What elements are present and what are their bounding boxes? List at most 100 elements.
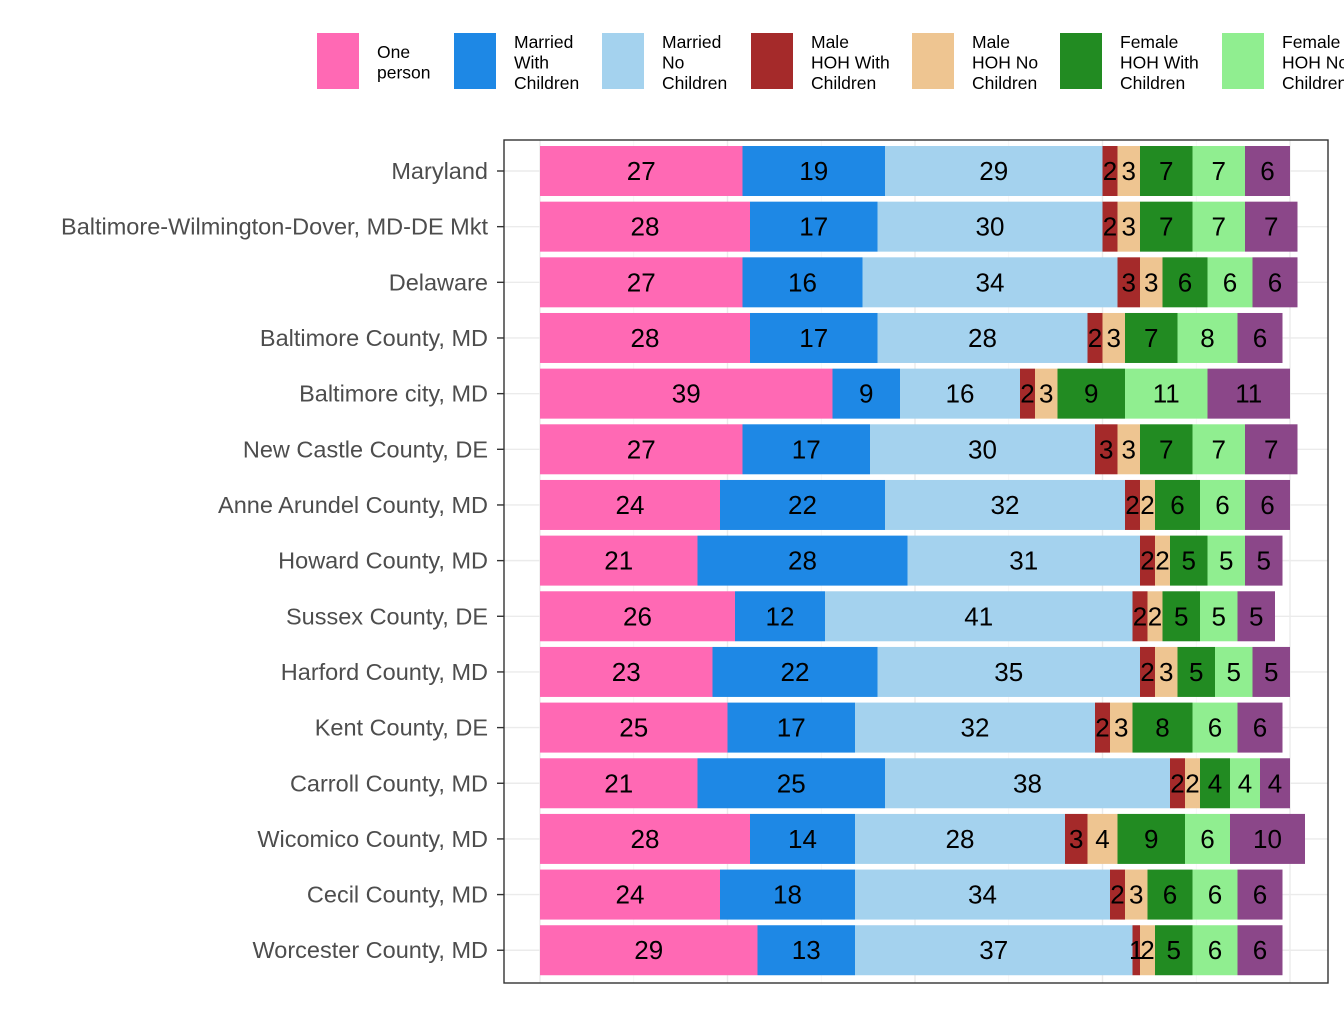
data-label: 6 bbox=[1223, 267, 1237, 297]
bar-segment-2-cecil-county-md bbox=[720, 869, 855, 920]
legend-label-3: Married bbox=[662, 32, 721, 52]
data-label: 2 bbox=[1140, 935, 1154, 965]
y-tick-label-harford-county-md: Harford County, MD bbox=[281, 659, 488, 685]
bar-segment-6-delaware bbox=[1162, 257, 1208, 308]
bar-segment-1-sussex-county-de bbox=[540, 591, 735, 642]
bar-segment-2-baltimore-wilmington-dover-md-de-mkt bbox=[750, 201, 878, 252]
bar-segment-4-kent-county-de bbox=[1095, 702, 1110, 753]
bar-segment-7-baltimore-city-md bbox=[1125, 368, 1208, 419]
bar-segment-8-worcester-county-md bbox=[1237, 925, 1283, 976]
data-label: 6 bbox=[1215, 490, 1229, 520]
bar-segment-6-sussex-county-de bbox=[1162, 591, 1200, 642]
legend-label-3: No bbox=[662, 53, 684, 73]
data-label: 21 bbox=[604, 768, 633, 798]
bar-segment-4-sussex-county-de bbox=[1132, 591, 1148, 642]
y-tick-label-worcester-county-md: Worcester County, MD bbox=[253, 937, 489, 963]
data-label: 38 bbox=[1013, 768, 1042, 798]
legend-label-1: person bbox=[377, 63, 431, 83]
data-label: 2 bbox=[1170, 768, 1184, 798]
data-label: 11 bbox=[1153, 379, 1180, 409]
bar-segment-5-new-castle-county-de bbox=[1117, 424, 1140, 475]
data-label: 32 bbox=[991, 490, 1020, 520]
bar-segment-4-maryland bbox=[1102, 146, 1118, 196]
data-label: 39 bbox=[672, 379, 701, 409]
data-label: 6 bbox=[1170, 490, 1184, 520]
bar-segment-2-baltimore-city-md bbox=[832, 368, 900, 419]
bar-segment-8-baltimore-wilmington-dover-md-de-mkt bbox=[1245, 201, 1298, 252]
data-label: 18 bbox=[773, 880, 802, 910]
legend-key-6 bbox=[1060, 33, 1102, 89]
data-label: 3 bbox=[1122, 267, 1136, 297]
data-label: 30 bbox=[976, 212, 1005, 242]
data-label: 3 bbox=[1099, 434, 1113, 464]
data-label: 10 bbox=[1253, 824, 1282, 854]
data-label: 6 bbox=[1253, 323, 1267, 353]
bar-segment-8-harford-county-md bbox=[1252, 646, 1290, 697]
data-label: 37 bbox=[979, 935, 1008, 965]
legend-label-4: Children bbox=[811, 73, 876, 93]
bar-segment-3-howard-county-md bbox=[907, 535, 1140, 586]
data-label: 5 bbox=[1189, 657, 1203, 687]
data-label: 7 bbox=[1264, 212, 1278, 242]
bar-segment-8-cecil-county-md bbox=[1237, 869, 1283, 920]
data-label: 7 bbox=[1264, 434, 1278, 464]
data-label: 5 bbox=[1257, 546, 1271, 576]
data-label: 2 bbox=[1148, 601, 1162, 631]
data-label: 7 bbox=[1159, 434, 1173, 464]
bar-segment-4-wicomico-county-md bbox=[1065, 813, 1088, 864]
y-tick-label-baltimore-wilmington-dover-md-de-mkt: Baltimore-Wilmington-Dover, MD-DE Mkt bbox=[61, 214, 488, 240]
y-axis: Maryland Baltimore-Wilmington-Dover, MD-D… bbox=[61, 158, 504, 963]
data-label: 21 bbox=[604, 546, 633, 576]
legend-label-4: HOH With bbox=[811, 53, 890, 73]
data-label: 5 bbox=[1182, 546, 1196, 576]
bar-segment-4-new-castle-county-de bbox=[1095, 424, 1118, 475]
bar-segment-1-howard-county-md bbox=[540, 535, 698, 586]
data-label: 7 bbox=[1144, 323, 1158, 353]
legend-key-5 bbox=[912, 33, 954, 89]
data-label: 2 bbox=[1140, 546, 1154, 576]
bar-segment-2-worcester-county-md bbox=[757, 925, 855, 976]
bar-segment-4-cecil-county-md bbox=[1110, 869, 1125, 920]
data-label: 35 bbox=[994, 657, 1023, 687]
bar-segment-1-baltimore-county-md bbox=[540, 312, 750, 363]
bar-segment-5-howard-county-md bbox=[1155, 535, 1170, 586]
bar-segment-8-delaware bbox=[1252, 257, 1298, 308]
bar-segment-3-carroll-county-md bbox=[885, 758, 1170, 809]
data-label: 5 bbox=[1264, 657, 1278, 687]
bar-segment-1-carroll-county-md bbox=[540, 758, 698, 809]
data-label: 24 bbox=[616, 880, 645, 910]
data-label: 7 bbox=[1212, 156, 1226, 186]
data-label: 5 bbox=[1167, 935, 1181, 965]
data-label: 19 bbox=[799, 156, 828, 186]
bar-segment-4-anne-arundel-county-md bbox=[1125, 479, 1140, 530]
data-label: 34 bbox=[968, 880, 997, 910]
data-label: 41 bbox=[964, 601, 993, 631]
data-label: 28 bbox=[946, 824, 975, 854]
data-label: 6 bbox=[1208, 935, 1222, 965]
bar-segment-1-anne-arundel-county-md bbox=[540, 479, 720, 530]
data-label: 5 bbox=[1219, 546, 1233, 576]
bar-segment-8-carroll-county-md bbox=[1260, 758, 1290, 809]
bar-segment-3-delaware bbox=[862, 257, 1118, 308]
bar-segment-4-delaware bbox=[1117, 257, 1140, 308]
data-labels: 27 19 29 2 3 7 7 628 17 30 2 3 7 7 727 16 34 3 3 6 6 628 17 28 2… bbox=[604, 156, 1282, 965]
bar-segment-3-harford-county-md bbox=[877, 646, 1140, 697]
bar-segment-6-baltimore-city-md bbox=[1057, 368, 1125, 419]
bar-segment-7-maryland bbox=[1192, 146, 1245, 196]
bar-segment-2-kent-county-de bbox=[727, 702, 855, 753]
data-label: 26 bbox=[623, 601, 652, 631]
data-label: 9 bbox=[1144, 824, 1158, 854]
data-label: 6 bbox=[1178, 267, 1192, 297]
data-label: 6 bbox=[1260, 156, 1274, 186]
data-label: 25 bbox=[777, 768, 806, 798]
bar-segment-3-cecil-county-md bbox=[855, 869, 1110, 920]
data-label: 2 bbox=[1140, 490, 1154, 520]
bar-segment-5-baltimore-wilmington-dover-md-de-mkt bbox=[1117, 201, 1140, 252]
bar-segment-5-anne-arundel-county-md bbox=[1140, 479, 1155, 530]
bar-segment-2-new-castle-county-de bbox=[742, 424, 870, 475]
bar-segment-3-new-castle-county-de bbox=[870, 424, 1095, 475]
bar-segment-1-worcester-county-md bbox=[540, 925, 758, 976]
data-label: 17 bbox=[777, 713, 806, 743]
bar-segment-6-baltimore-wilmington-dover-md-de-mkt bbox=[1140, 201, 1193, 252]
